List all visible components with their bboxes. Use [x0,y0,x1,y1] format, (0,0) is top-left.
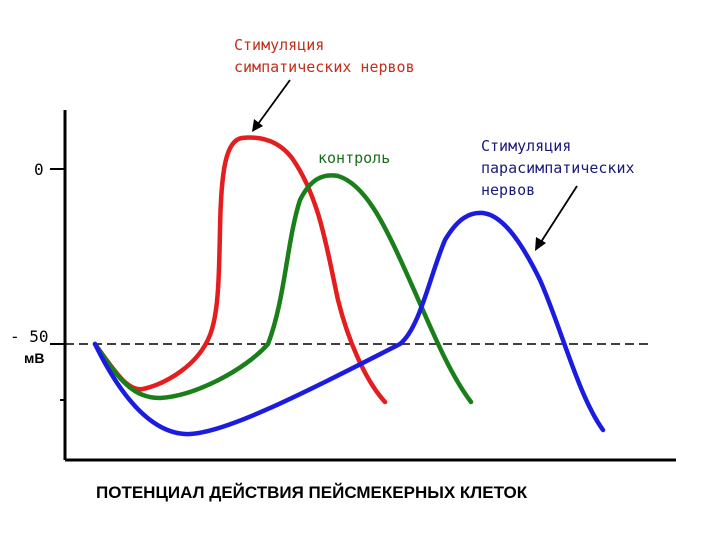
diagram-caption: ПОТЕНЦИАЛ ДЕЙСТВИЯ ПЕЙСМЕКЕРНЫХ КЛЕТОК [96,483,528,502]
sympathetic-label-line1: Стимуляция [234,36,324,54]
parasympathetic-arrow-line [540,185,578,243]
parasympathetic-label-line3: нервов [481,181,535,199]
unit-label: мВ [24,350,44,366]
control-curve [92,173,474,405]
parasympathetic-curve [92,210,606,437]
sympathetic-label-line2: симпатических нервов [234,58,415,76]
tick-minus50-label: - 50 [10,327,49,346]
tick-zero-label: 0 [34,160,44,179]
sympathetic-arrow-line [257,79,291,125]
sympathetic-curve [92,135,388,405]
control-label: контроль [318,149,390,167]
sympathetic-arrowhead [252,119,263,132]
parasympathetic-label-line1: Стимуляция [481,137,571,155]
parasympathetic-arrowhead [535,237,546,251]
parasympathetic-label-line2: парасимпатических [481,159,635,177]
